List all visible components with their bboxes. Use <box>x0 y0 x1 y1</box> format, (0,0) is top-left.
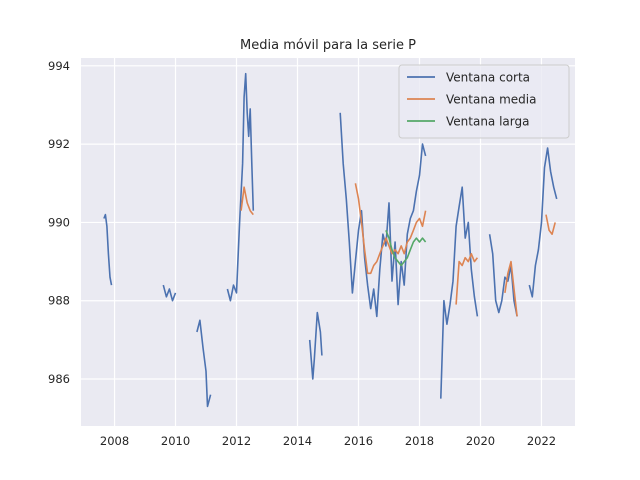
series-line <box>339 112 427 318</box>
series-ventana-larga <box>385 230 427 267</box>
y-tick-label: 992 <box>48 137 70 151</box>
x-tick-label: 2012 <box>222 434 251 448</box>
y-tick-label: 988 <box>48 294 70 308</box>
legend-box <box>398 64 570 139</box>
series-line <box>196 319 212 408</box>
series-line <box>103 213 113 286</box>
legend: Ventana corta Ventana media Ventana larga <box>398 64 570 139</box>
series-line <box>455 252 479 305</box>
series-layer <box>103 72 558 408</box>
x-axis-ticks: 2008 2010 2012 2014 2016 2018 2020 2022 <box>100 434 556 448</box>
series-line <box>440 186 479 399</box>
series-ventana-media <box>240 183 556 317</box>
series-line <box>504 260 518 317</box>
x-tick-label: 2014 <box>283 434 312 448</box>
series-line <box>308 311 323 380</box>
x-tick-label: 2022 <box>527 434 556 448</box>
x-tick-label: 2016 <box>344 434 373 448</box>
series-ventana-corta <box>103 72 558 408</box>
series-line <box>545 214 556 235</box>
y-axis-ticks: 986 988 990 992 994 <box>48 59 70 386</box>
x-tick-label: 2018 <box>405 434 434 448</box>
legend-label: Ventana corta <box>446 71 530 85</box>
series-line <box>488 234 518 317</box>
series-line <box>162 284 177 302</box>
series-line <box>385 230 427 267</box>
chart-title: Media móvil para la serie P <box>240 38 416 53</box>
series-line <box>226 72 255 302</box>
x-tick-label: 2008 <box>100 434 129 448</box>
series-line <box>354 183 427 275</box>
y-tick-label: 994 <box>48 59 70 73</box>
series-line <box>528 147 558 298</box>
series-line <box>240 186 254 216</box>
legend-label: Ventana larga <box>446 115 529 129</box>
x-tick-label: 2020 <box>466 434 495 448</box>
y-tick-label: 990 <box>48 215 70 229</box>
y-tick-label: 986 <box>48 372 70 386</box>
legend-label: Ventana media <box>446 93 536 107</box>
x-tick-label: 2010 <box>161 434 190 448</box>
